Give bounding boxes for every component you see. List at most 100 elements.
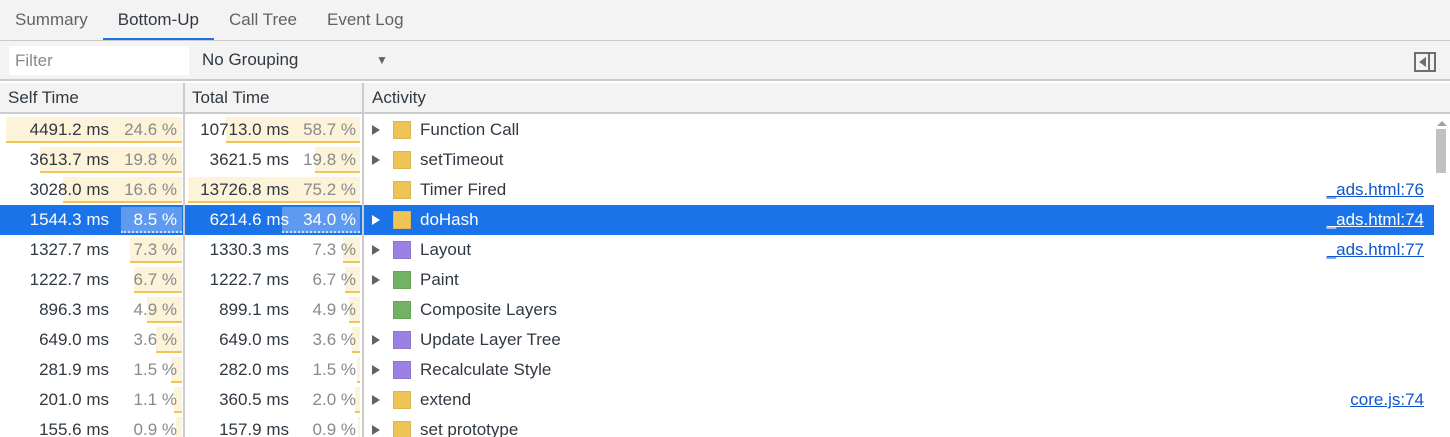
- table-row[interactable]: 281.9 ms 1.5 % 282.0 ms 1.5 % Recalculat…: [0, 355, 1434, 385]
- table-row[interactable]: 1544.3 ms 8.5 % 6214.6 ms 34.0 % doHash …: [0, 205, 1434, 235]
- self-percent: 24.6 %: [124, 120, 177, 139]
- total-time-bar: [282, 207, 360, 233]
- self-time: 3613.7 ms: [29, 150, 109, 169]
- self-time-bar: [174, 387, 182, 413]
- self-time: 155.6 ms: [39, 420, 109, 437]
- self-percent: 19.8 %: [124, 150, 177, 169]
- expand-arrow-icon[interactable]: [372, 275, 380, 285]
- source-link[interactable]: _ads.html:74: [1326, 210, 1424, 229]
- activity-name: Function Call: [420, 120, 520, 139]
- scrollbar-thumb[interactable]: [1436, 129, 1446, 173]
- category-swatch-icon: [393, 301, 411, 319]
- column-self-time[interactable]: Self Time: [8, 88, 79, 107]
- expand-arrow-icon[interactable]: [372, 125, 380, 135]
- total-time-bar: [351, 327, 360, 353]
- tab-event-log[interactable]: Event Log: [327, 10, 404, 29]
- category-swatch-icon: [393, 121, 411, 139]
- grouping-value: No Grouping: [202, 50, 299, 69]
- column-activity[interactable]: Activity: [372, 88, 426, 107]
- expand-arrow-icon[interactable]: [372, 215, 380, 225]
- total-time: 899.1 ms: [219, 300, 289, 319]
- tab-call-tree[interactable]: Call Tree: [228, 10, 298, 29]
- activity-name: setTimeout: [420, 150, 504, 169]
- total-time: 360.5 ms: [219, 390, 289, 409]
- total-percent: 34.0 %: [303, 210, 356, 229]
- expand-arrow-icon[interactable]: [372, 425, 380, 435]
- activity-name: extend: [420, 390, 472, 409]
- self-percent: 0.9 %: [133, 420, 177, 437]
- category-swatch-icon: [393, 421, 411, 437]
- self-percent: 3.6 %: [133, 330, 177, 349]
- scroll-up-icon[interactable]: [1437, 121, 1447, 126]
- table-row[interactable]: 1222.7 ms 6.7 % 1222.7 ms 6.7 % Paint: [0, 265, 1434, 295]
- table-row[interactable]: 4491.2 ms 24.6 % 10713.0 ms 58.7 % Funct…: [0, 115, 1434, 145]
- table-row[interactable]: 3028.0 ms 16.6 % 13726.8 ms 75.2 % Timer…: [0, 175, 1434, 205]
- total-time: 282.0 ms: [219, 360, 289, 379]
- expand-arrow-icon[interactable]: [372, 155, 380, 165]
- total-percent: 1.5 %: [312, 360, 356, 379]
- total-percent: 3.6 %: [312, 330, 356, 349]
- self-time-bar: [6, 117, 182, 143]
- source-link[interactable]: core.js:74: [1350, 390, 1424, 409]
- dropdown-arrow-icon: ▼: [376, 53, 388, 67]
- category-swatch-icon: [393, 271, 411, 289]
- table-row[interactable]: 649.0 ms 3.6 % 649.0 ms 3.6 % Update Lay…: [0, 325, 1434, 355]
- table-header: Self Time Total Time Activity: [0, 83, 1450, 114]
- total-time: 649.0 ms: [219, 330, 289, 349]
- column-divider: [183, 83, 185, 437]
- expand-arrow-icon[interactable]: [372, 245, 380, 255]
- total-time: 10713.0 ms: [200, 120, 289, 139]
- vertical-scrollbar[interactable]: [1434, 115, 1450, 437]
- grouping-select[interactable]: No Grouping ▼: [202, 41, 392, 79]
- table-row[interactable]: 896.3 ms 4.9 % 899.1 ms 4.9 % Composite …: [0, 295, 1434, 325]
- expand-arrow-icon[interactable]: [372, 395, 380, 405]
- total-percent: 6.7 %: [312, 270, 356, 289]
- self-time: 3028.0 ms: [29, 180, 109, 199]
- toggle-sidebar-icon[interactable]: [1414, 52, 1436, 72]
- self-time: 649.0 ms: [39, 330, 109, 349]
- total-percent: 75.2 %: [303, 180, 356, 199]
- total-time-bar: [348, 297, 360, 323]
- tab-bottom-up[interactable]: Bottom-Up: [102, 0, 214, 40]
- table-row[interactable]: 1327.7 ms 7.3 % 1330.3 ms 7.3 % Layout _…: [0, 235, 1434, 265]
- table-row[interactable]: 3613.7 ms 19.8 % 3621.5 ms 19.8 % setTim…: [0, 145, 1434, 175]
- category-swatch-icon: [393, 211, 411, 229]
- self-time: 1544.3 ms: [29, 210, 109, 229]
- total-time-bar: [225, 117, 360, 143]
- total-time: 157.9 ms: [219, 420, 289, 437]
- self-time: 1222.7 ms: [29, 270, 109, 289]
- activity-name: Composite Layers: [420, 300, 558, 319]
- self-time-bar: [171, 357, 182, 383]
- expand-arrow-icon[interactable]: [372, 365, 380, 375]
- total-time: 1330.3 ms: [209, 240, 289, 259]
- total-time-bar: [314, 147, 360, 173]
- self-percent: 8.5 %: [133, 210, 177, 229]
- category-swatch-icon: [393, 241, 411, 259]
- activity-name: Update Layer Tree: [420, 330, 561, 349]
- total-time-bar: [343, 237, 360, 263]
- source-link[interactable]: _ads.html:76: [1326, 180, 1424, 199]
- self-percent: 6.7 %: [133, 270, 177, 289]
- self-percent: 1.1 %: [133, 390, 177, 409]
- total-time: 1222.7 ms: [209, 270, 289, 289]
- toolbar: No Grouping ▼: [0, 41, 1450, 81]
- self-time: 896.3 ms: [39, 300, 109, 319]
- self-time-bar: [63, 177, 182, 203]
- activity-name: doHash: [420, 210, 479, 229]
- total-time: 6214.6 ms: [209, 210, 289, 229]
- column-total-time[interactable]: Total Time: [192, 88, 270, 107]
- activity-name: Layout: [420, 240, 472, 259]
- tab-bar: Summary Bottom-Up Call Tree Event Log: [0, 0, 1450, 41]
- bottom-up-table: 4491.2 ms 24.6 % 10713.0 ms 58.7 % Funct…: [0, 115, 1434, 437]
- total-percent: 58.7 %: [303, 120, 356, 139]
- table-row[interactable]: 201.0 ms 1.1 % 360.5 ms 2.0 % extend cor…: [0, 385, 1434, 415]
- expand-arrow-icon[interactable]: [372, 335, 380, 345]
- total-time: 13726.8 ms: [200, 180, 289, 199]
- self-time: 1327.7 ms: [29, 240, 109, 259]
- table-row[interactable]: 155.6 ms 0.9 % 157.9 ms 0.9 % set protot…: [0, 415, 1434, 437]
- category-swatch-icon: [393, 361, 411, 379]
- tab-summary[interactable]: Summary: [15, 10, 88, 29]
- source-link[interactable]: _ads.html:77: [1326, 240, 1424, 259]
- filter-input[interactable]: [9, 46, 189, 75]
- activity-name: Paint: [420, 270, 459, 289]
